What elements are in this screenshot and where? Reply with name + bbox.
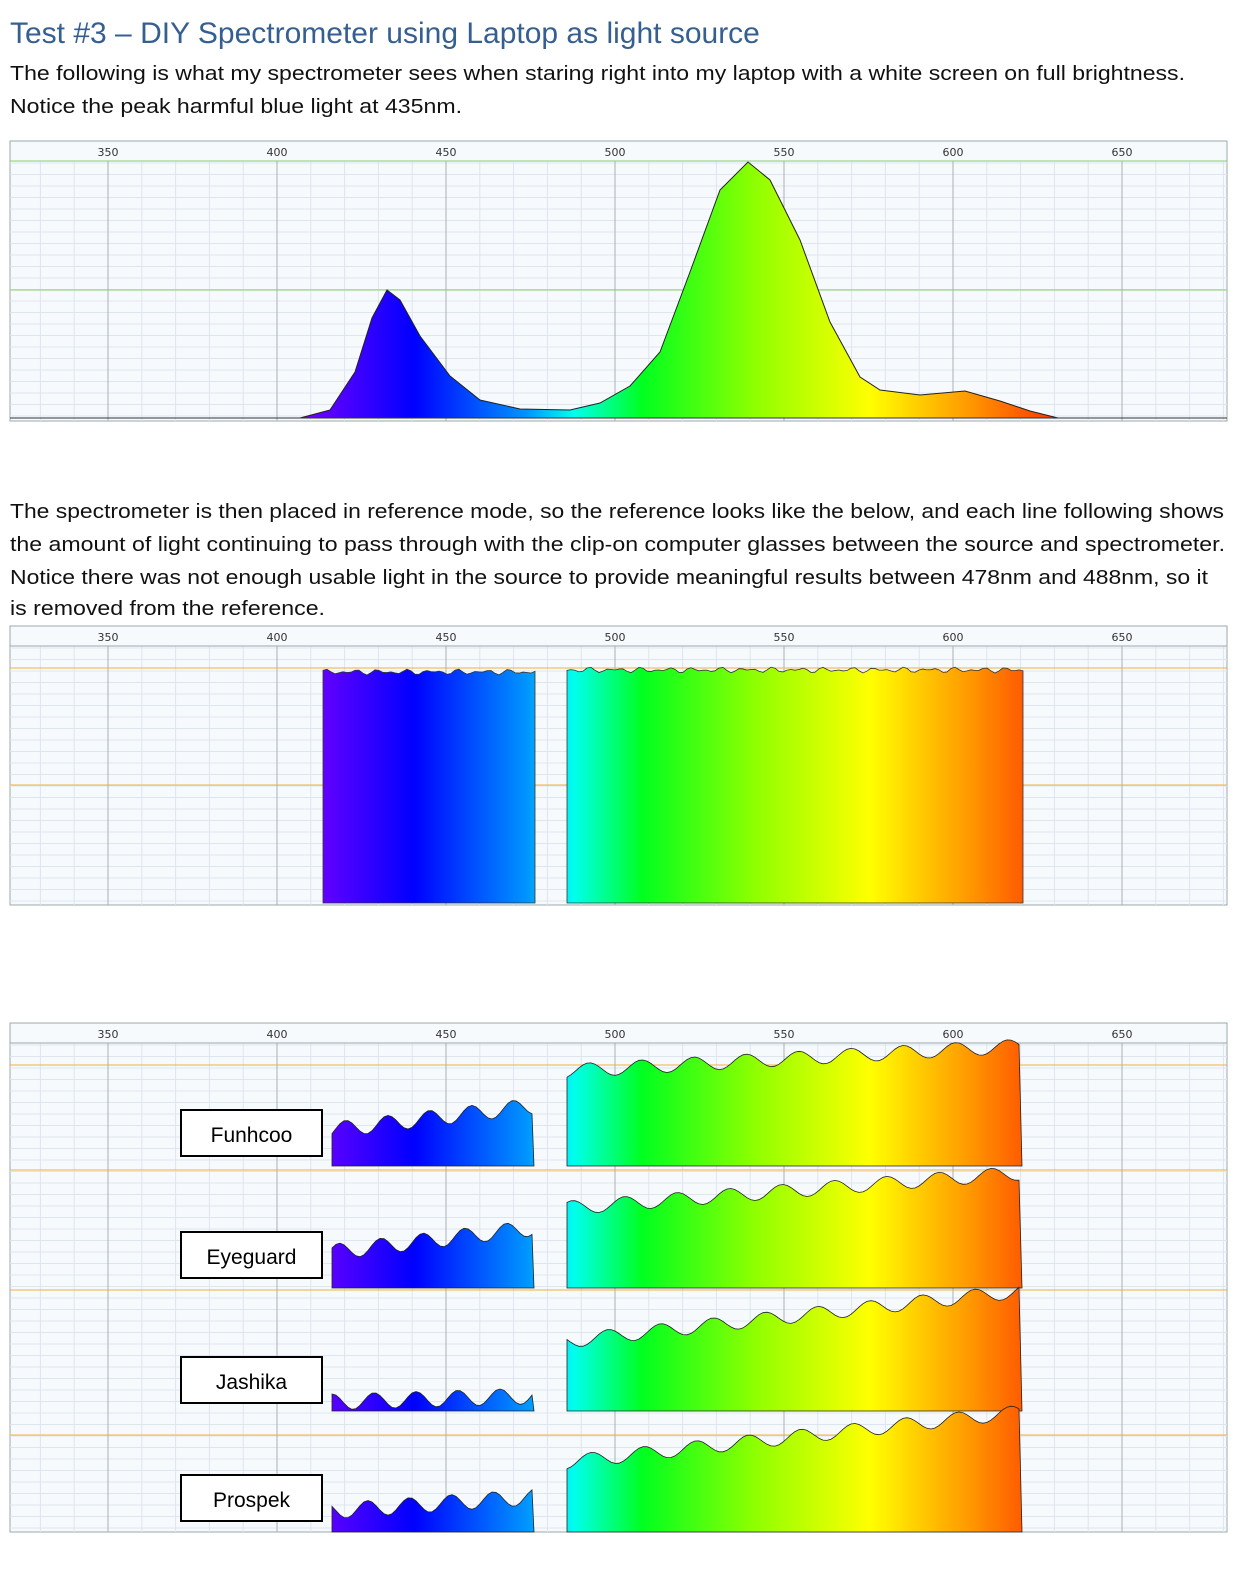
paragraph-line: is removed from the reference. (10, 598, 325, 620)
reference-block (322, 668, 536, 904)
transmission-curve (331, 1489, 535, 1533)
tick-label: 350 (98, 631, 119, 644)
tick-label: 350 (98, 146, 119, 159)
tick-label: 550 (774, 146, 795, 159)
tick-label: 500 (605, 631, 626, 644)
spectrum-curve (299, 161, 1059, 419)
label-box (180, 1109, 323, 1157)
tick-label: 450 (436, 631, 457, 644)
transmission-curve (331, 1100, 535, 1167)
tick-label: 500 (605, 146, 626, 159)
tick-label: 400 (267, 631, 288, 644)
tick-label: 600 (943, 1028, 964, 1041)
glasses-label: Prospek (213, 1489, 291, 1512)
transmission-curve (331, 1388, 535, 1412)
tick-label: 400 (267, 1028, 288, 1041)
paragraph-line: The following is what my spectrometer se… (10, 63, 1185, 85)
transmission-curve (566, 1405, 1023, 1533)
tick-label: 500 (605, 1028, 626, 1041)
transmission-curve (566, 1167, 1023, 1289)
tick-label: 350 (98, 1028, 119, 1041)
paragraph-line: Notice there was not enough usable light… (10, 567, 1208, 589)
panel-frame (9, 140, 1228, 422)
tick-label: 550 (774, 1028, 795, 1041)
glasses-label: Eyeguard (207, 1246, 297, 1269)
glasses-label: Jashika (216, 1371, 288, 1394)
glasses-label: Funhcoo (211, 1124, 293, 1147)
tick-label: 450 (436, 1028, 457, 1041)
tick-label: 550 (774, 631, 795, 644)
tick-label: 400 (267, 146, 288, 159)
tick-label: 650 (1112, 1028, 1133, 1041)
paragraph-line: Notice the peak harmful blue light at 43… (10, 96, 462, 118)
tick-label: 450 (436, 146, 457, 159)
paragraph-line: The spectrometer is then placed in refer… (10, 501, 1224, 523)
label-box (180, 1474, 323, 1522)
tick-label: 650 (1112, 631, 1133, 644)
title: Test #3 – DIY Spectrometer using Laptop … (10, 17, 760, 50)
tick-label: 600 (943, 631, 964, 644)
label-box (180, 1231, 323, 1279)
paragraph-line: the amount of light continuing to pass t… (10, 534, 1225, 556)
tick-label: 650 (1112, 146, 1133, 159)
transmission-curve (331, 1222, 535, 1289)
transmission-curve (566, 1039, 1023, 1167)
transmission-curve (566, 1286, 1023, 1412)
label-box (180, 1356, 323, 1404)
tick-label: 600 (943, 146, 964, 159)
reference-block (566, 666, 1024, 904)
